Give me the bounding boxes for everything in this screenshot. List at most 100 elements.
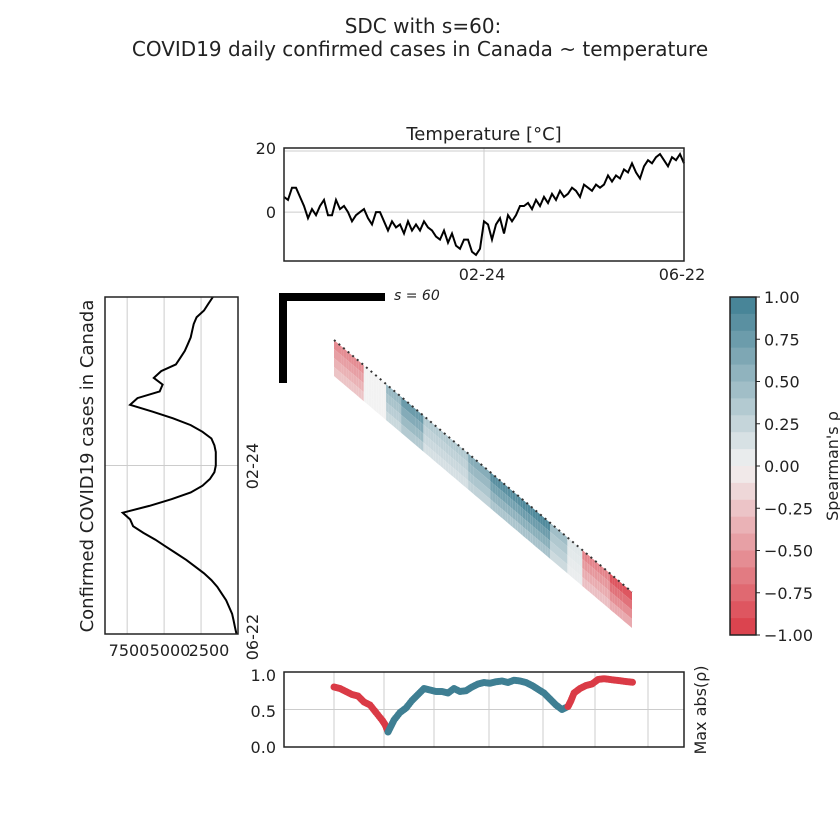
heatmap-cell bbox=[629, 598, 632, 610]
heatmap-cell bbox=[617, 606, 620, 618]
heatmap-cell bbox=[614, 604, 618, 616]
heatmap-cell bbox=[607, 598, 610, 610]
heatmap-cell bbox=[565, 562, 568, 574]
heatmap-cell bbox=[537, 539, 541, 551]
heatmap-cell bbox=[507, 505, 511, 517]
heatmap-cell bbox=[470, 482, 474, 494]
heatmap-cell bbox=[465, 469, 469, 481]
heatmap-cell bbox=[393, 408, 397, 420]
heatmap-cell bbox=[463, 458, 466, 470]
heatmap-cell bbox=[602, 593, 605, 605]
heatmap-cell bbox=[510, 498, 513, 510]
heatmap-cell bbox=[411, 423, 414, 435]
heatmap-cell bbox=[574, 570, 578, 582]
colorbar-block bbox=[730, 313, 756, 332]
heatmap-cell bbox=[497, 496, 501, 508]
heatmap-cell bbox=[406, 409, 409, 421]
heatmap-cell bbox=[425, 435, 429, 447]
colorbar: 1.00 0.75 0.50 0.25 0.00 −0.25 −0.50 −0.75 −1.00… bbox=[729, 288, 840, 645]
heatmap-cell bbox=[348, 379, 352, 391]
heatmap-cell bbox=[403, 416, 406, 428]
temperature-title: Temperature [°C] bbox=[405, 124, 561, 145]
heatmap-cell bbox=[545, 545, 548, 557]
heatmap-cell bbox=[425, 417, 429, 429]
heatmap-cell bbox=[624, 603, 627, 615]
cases-series-line bbox=[120, 296, 238, 635]
heatmap-cell bbox=[582, 559, 585, 571]
heatmap-cell bbox=[356, 367, 359, 379]
heatmap-cell bbox=[346, 359, 349, 371]
heatmap-cell bbox=[341, 373, 344, 385]
heatmap-cell bbox=[542, 525, 546, 537]
heatmap-cell bbox=[371, 371, 374, 383]
heatmap-cell bbox=[609, 582, 613, 594]
heatmap-cell bbox=[448, 463, 451, 475]
heatmap-cell bbox=[356, 376, 359, 388]
heatmap-cell bbox=[550, 549, 553, 561]
heatmap-cell bbox=[574, 552, 578, 564]
cases-xtick: 7500 bbox=[109, 641, 150, 660]
heatmap-cell bbox=[408, 430, 411, 442]
heatmap-cell bbox=[483, 493, 486, 505]
heatmap-cell bbox=[356, 385, 359, 397]
heatmap-cell bbox=[470, 473, 474, 485]
heatmap-cell bbox=[567, 546, 570, 558]
heatmap-cell bbox=[366, 394, 369, 406]
heatmap-cell bbox=[475, 459, 478, 471]
heatmap-cell bbox=[415, 418, 419, 430]
heatmap-cell bbox=[560, 549, 563, 561]
s-label: s = 60 bbox=[394, 288, 440, 304]
heatmap-cell bbox=[480, 481, 483, 493]
heatmap-cell bbox=[622, 583, 625, 595]
heatmap-cell bbox=[560, 540, 563, 552]
colorbar-tick-label: −0.50 bbox=[764, 542, 813, 561]
heatmap-cell bbox=[465, 478, 469, 490]
heatmap-cell bbox=[629, 616, 632, 628]
colorbar-block bbox=[730, 466, 756, 484]
heatmap-cell bbox=[579, 556, 583, 568]
heatmap-cell bbox=[440, 430, 444, 442]
heatmap-cell bbox=[398, 412, 402, 424]
temperature-grid bbox=[284, 148, 685, 261]
heatmap-cell bbox=[336, 360, 339, 372]
heatmap-cell bbox=[532, 508, 536, 520]
heatmap-cell bbox=[522, 508, 526, 520]
heatmap-cell bbox=[488, 497, 491, 509]
heatmap-cell bbox=[413, 425, 416, 437]
heatmap-cell bbox=[473, 466, 476, 478]
heatmap-cell bbox=[361, 372, 364, 384]
heatmap-cell bbox=[567, 555, 570, 567]
heatmap-cell bbox=[512, 491, 516, 503]
heatmap-cell bbox=[348, 352, 352, 364]
colorbar-block bbox=[730, 516, 756, 535]
heatmap-cell bbox=[584, 561, 588, 573]
heatmap-cell bbox=[547, 547, 550, 559]
heatmap-cell bbox=[420, 413, 424, 425]
heatmap-cell bbox=[339, 344, 342, 356]
heatmap-cell bbox=[475, 468, 478, 480]
colorbar-block bbox=[730, 533, 756, 551]
heatmap-cell bbox=[478, 461, 481, 473]
heatmap-cell bbox=[435, 426, 439, 438]
heatmap-cell bbox=[512, 500, 516, 512]
heatmap-cell bbox=[594, 569, 598, 581]
heatmap-cell bbox=[604, 568, 608, 580]
heatmap-cell bbox=[411, 414, 414, 426]
heatmap-cell bbox=[391, 406, 394, 418]
heatmap-cell bbox=[622, 592, 625, 604]
heatmap-cell bbox=[597, 589, 600, 601]
heatmap-cell bbox=[512, 518, 516, 530]
heatmap-cell bbox=[418, 429, 421, 441]
heatmap-cell bbox=[386, 384, 389, 396]
heatmap-cell bbox=[406, 418, 409, 430]
heatmap-cell bbox=[517, 495, 521, 507]
heatmap-cell bbox=[547, 529, 550, 541]
heatmap-cell bbox=[396, 419, 399, 431]
heatmap-cell bbox=[582, 568, 585, 580]
heatmap-cell bbox=[341, 355, 344, 367]
heatmap-cell bbox=[433, 442, 436, 454]
heatmap-cell bbox=[468, 453, 471, 465]
heatmap-cell bbox=[458, 463, 461, 475]
heatmap-cell bbox=[450, 465, 454, 477]
heatmap-cell bbox=[604, 595, 608, 607]
